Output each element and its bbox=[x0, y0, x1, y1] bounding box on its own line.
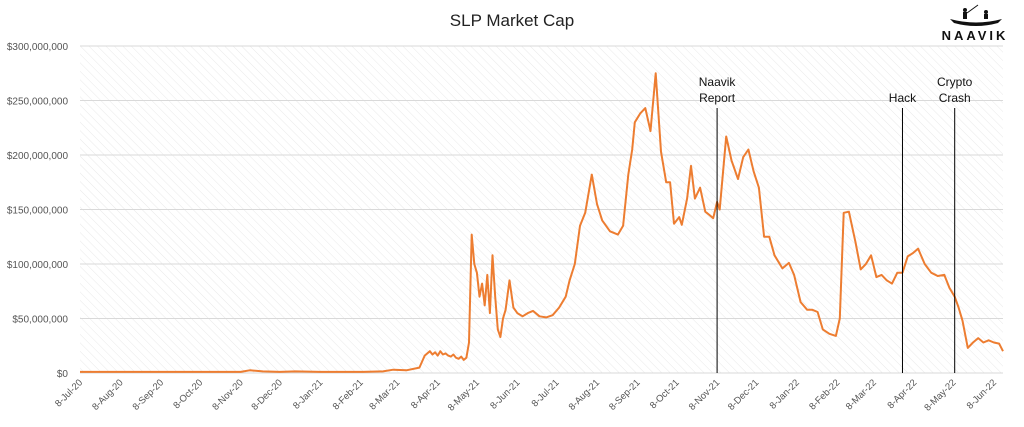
x-tick-label: 8-Apr-21 bbox=[409, 377, 443, 411]
x-tick-label: 8-Jul-21 bbox=[530, 377, 562, 409]
x-tick-label: 8-Jun-21 bbox=[488, 377, 522, 411]
x-tick-label: 8-Sep-20 bbox=[131, 377, 166, 412]
x-tick-label: 8-Nov-20 bbox=[210, 377, 245, 412]
x-tick-label: 8-Oct-20 bbox=[171, 377, 205, 411]
brand-name: NAAVIK bbox=[942, 28, 1009, 43]
y-tick-label: $200,000,000 bbox=[7, 151, 69, 162]
annotation-label: Report bbox=[699, 91, 736, 105]
y-tick-label: $0 bbox=[57, 369, 69, 380]
series-line bbox=[80, 72, 1004, 373]
annotation-label: Hack bbox=[889, 91, 917, 105]
x-tick-label: 8-Feb-22 bbox=[807, 377, 842, 412]
y-axis: $0 $50,000,000 $100,000,000 $150,000,000 $20… bbox=[7, 42, 69, 380]
x-tick-label: 8-Sep-21 bbox=[607, 377, 642, 412]
annotation-label: Crash bbox=[939, 91, 971, 105]
annotations: Naavik Report Hack Crypto Crash bbox=[699, 75, 973, 373]
x-tick-label: 8-May-21 bbox=[446, 377, 482, 413]
x-tick-label: 8-Dec-21 bbox=[726, 377, 761, 412]
x-tick-label: 8-Aug-21 bbox=[567, 377, 602, 412]
x-tick-label: 8-Jun-22 bbox=[965, 377, 999, 411]
x-tick-label: 8-Jan-21 bbox=[291, 377, 325, 411]
y-tick-label: $50,000,000 bbox=[12, 315, 68, 326]
x-tick-label: 8-Jan-22 bbox=[768, 377, 802, 411]
chart-title: SLP Market Cap bbox=[450, 11, 574, 30]
y-tick-label: $150,000,000 bbox=[7, 206, 69, 217]
x-tick-label: 8-May-22 bbox=[922, 377, 958, 413]
x-tick-label: 8-Jul-20 bbox=[53, 377, 85, 409]
x-tick-label: 8-Dec-20 bbox=[249, 377, 284, 412]
gridlines bbox=[80, 45, 1003, 374]
boat-fishing-icon bbox=[950, 4, 1002, 26]
y-tick-label: $100,000,000 bbox=[7, 260, 69, 271]
y-tick-label: $250,000,000 bbox=[7, 97, 69, 108]
x-tick-label: 8-Feb-21 bbox=[331, 377, 366, 412]
annotation-label: Naavik bbox=[699, 75, 737, 89]
x-tick-label: 8-Nov-21 bbox=[687, 377, 722, 412]
x-tick-label: 8-Oct-21 bbox=[648, 377, 682, 411]
series-lines bbox=[80, 72, 1004, 373]
brand-logo: NAAVIK bbox=[942, 4, 1009, 43]
x-axis: 8-Jul-20 8-Aug-20 8-Sep-20 8-Oct-20 8-Nov-20… bbox=[53, 377, 999, 413]
x-tick-label: 8-Mar-21 bbox=[367, 377, 402, 412]
x-tick-label: 8-Apr-22 bbox=[885, 377, 919, 411]
annotation-label: Crypto bbox=[937, 75, 973, 89]
x-tick-label: 8-Aug-20 bbox=[90, 377, 125, 412]
y-tick-label: $300,000,000 bbox=[7, 42, 69, 53]
x-tick-label: 8-Mar-22 bbox=[844, 377, 879, 412]
